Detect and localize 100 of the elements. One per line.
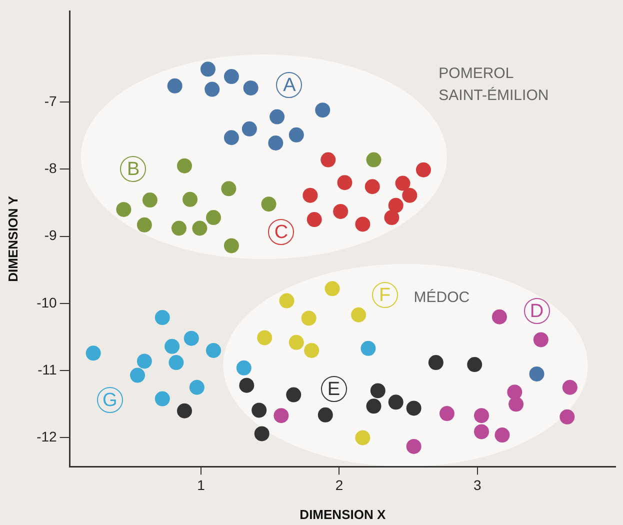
series-label: F xyxy=(372,282,398,308)
x-tick-label: 2 xyxy=(335,476,344,493)
y-tick-label: -8 xyxy=(44,160,58,176)
point xyxy=(388,394,404,410)
point xyxy=(224,69,239,84)
point xyxy=(384,210,400,226)
point xyxy=(257,330,272,346)
series-label: D xyxy=(524,298,550,324)
point xyxy=(274,408,289,424)
point xyxy=(136,354,152,369)
point xyxy=(254,426,270,442)
point xyxy=(474,424,489,440)
y-axis-title: DIMENSION Y xyxy=(5,196,20,282)
point xyxy=(562,380,578,395)
point xyxy=(301,310,316,326)
point xyxy=(270,109,285,124)
point xyxy=(406,438,422,454)
point xyxy=(320,152,336,168)
point xyxy=(406,400,422,416)
point xyxy=(176,403,192,418)
point xyxy=(508,396,524,412)
point xyxy=(236,360,252,376)
point xyxy=(288,334,304,350)
x-tick-label: 3 xyxy=(473,476,482,493)
annotation: POMEROL SAINT-ÉMILION xyxy=(438,64,549,106)
point xyxy=(324,281,340,296)
point xyxy=(224,130,239,146)
point xyxy=(351,307,366,322)
series-label: B xyxy=(120,156,146,182)
y-tick-label: -10 xyxy=(36,294,58,310)
point xyxy=(360,340,376,356)
point xyxy=(286,387,302,402)
point xyxy=(315,102,330,118)
point xyxy=(171,220,186,236)
point xyxy=(279,293,294,308)
point xyxy=(200,62,216,77)
y-tick-label: -9 xyxy=(44,227,58,244)
point xyxy=(86,346,101,361)
point xyxy=(176,158,192,174)
point xyxy=(204,82,220,97)
point xyxy=(439,406,454,422)
point xyxy=(239,378,254,393)
point xyxy=(206,342,222,358)
point xyxy=(337,175,352,190)
point xyxy=(507,384,522,400)
annotation: MÉDOC xyxy=(414,288,470,308)
point xyxy=(355,430,370,446)
point xyxy=(189,380,204,395)
point xyxy=(560,409,575,424)
point xyxy=(288,127,304,142)
point xyxy=(395,176,410,191)
point xyxy=(474,408,489,424)
point xyxy=(154,391,170,406)
series-label: E xyxy=(320,376,347,402)
series-label: A xyxy=(276,72,302,98)
point xyxy=(388,198,404,213)
point xyxy=(224,238,239,254)
point xyxy=(304,342,320,358)
point xyxy=(402,188,418,203)
point xyxy=(142,192,158,208)
point xyxy=(467,357,482,372)
point xyxy=(333,204,348,219)
series-label: G xyxy=(96,387,123,414)
point xyxy=(494,428,510,443)
point xyxy=(221,181,236,196)
point xyxy=(268,135,284,150)
x-tick-label: 1 xyxy=(197,476,206,493)
x-axis-title: DIMENSION X xyxy=(300,506,386,522)
y-tick-label: -7 xyxy=(44,92,58,109)
point xyxy=(428,355,444,370)
point xyxy=(192,220,208,236)
point xyxy=(184,330,199,346)
point xyxy=(116,202,132,217)
point xyxy=(533,332,548,348)
point xyxy=(182,192,198,207)
series-label: C xyxy=(268,219,294,246)
point xyxy=(306,212,322,228)
point xyxy=(242,121,257,136)
point xyxy=(167,78,182,94)
point xyxy=(529,366,544,382)
point xyxy=(164,338,180,354)
point xyxy=(261,196,276,212)
y-tick-label: -12 xyxy=(36,428,58,445)
y-tick-label: -11 xyxy=(38,361,58,378)
point xyxy=(318,407,333,422)
point xyxy=(366,152,382,168)
point xyxy=(364,179,380,194)
point xyxy=(416,162,431,178)
point xyxy=(302,188,318,203)
point xyxy=(136,217,152,232)
point xyxy=(130,368,146,383)
point xyxy=(243,80,258,96)
point xyxy=(154,310,170,326)
point xyxy=(366,398,382,414)
point xyxy=(252,402,267,418)
point xyxy=(355,216,370,232)
point xyxy=(492,309,507,324)
point xyxy=(206,210,222,226)
point xyxy=(168,355,184,370)
point xyxy=(370,383,386,398)
